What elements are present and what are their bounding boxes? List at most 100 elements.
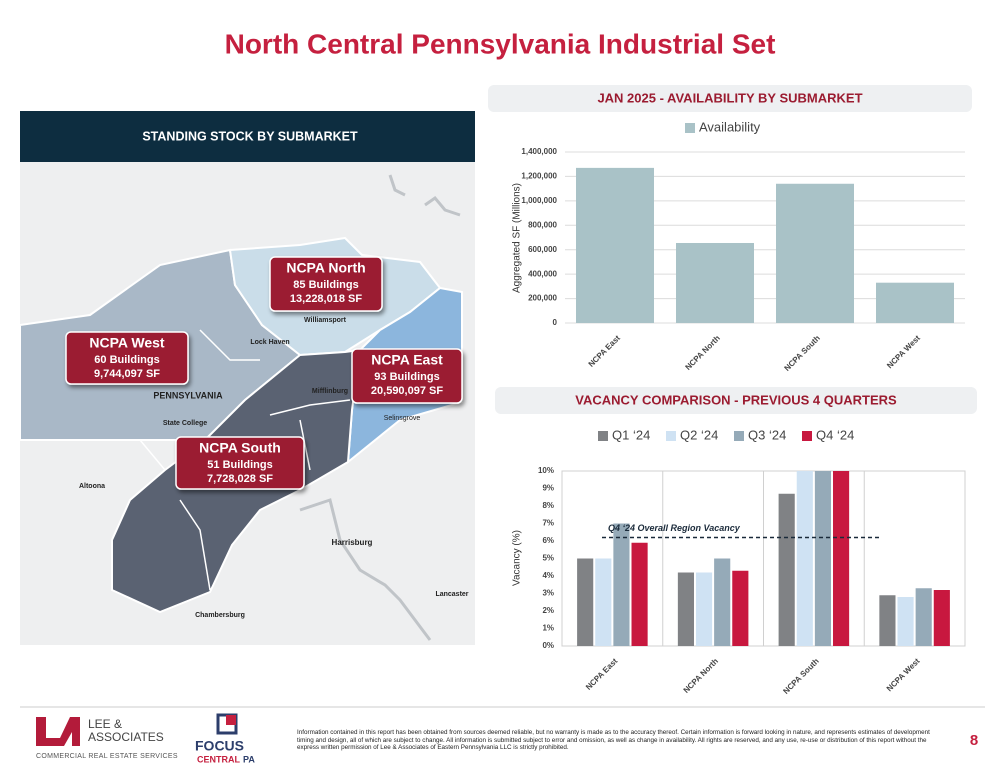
- bar: [595, 558, 612, 646]
- y-tick-label: 200,000: [528, 294, 557, 303]
- x-tick-label: NCPA West: [885, 333, 922, 370]
- place-label: Lock Haven: [250, 339, 289, 346]
- bar: [796, 471, 813, 646]
- chart-title-box: [495, 387, 977, 414]
- place-label: Altoona: [79, 483, 105, 490]
- y-tick-label: 1,200,000: [521, 172, 557, 181]
- bar: [677, 572, 694, 646]
- callout-box: [269, 256, 383, 312]
- bar: [814, 471, 832, 646]
- y-tick-label: 1%: [542, 624, 554, 633]
- focus-logo-mark: [226, 715, 236, 725]
- callout-box: [65, 331, 189, 385]
- x-tick-label: NCPA East: [584, 656, 620, 692]
- legend-label: Q2 ‘24: [680, 427, 718, 442]
- y-tick-label: 8%: [542, 501, 554, 510]
- y-tick-label: 3%: [542, 589, 554, 598]
- bar: [876, 282, 954, 323]
- river: [299, 174, 461, 641]
- logo-text: ASSOCIATES: [88, 730, 164, 744]
- reference-label: Q4 ‘24 Overall Region Vacancy: [608, 523, 741, 533]
- place-label: Mifflinburg: [312, 388, 348, 395]
- callout-buildings: 51 Buildings: [207, 459, 272, 471]
- place-label: Selinsgrove: [384, 415, 421, 422]
- bar: [776, 183, 854, 323]
- legend-label: Q1 ‘24: [612, 427, 650, 442]
- legend-swatch: [802, 431, 812, 441]
- place-label: Harrisburg: [332, 538, 373, 547]
- bar: [613, 523, 630, 646]
- legend-label: Q3 ‘24: [748, 427, 786, 442]
- callout-sf: 9,744,097 SF: [94, 368, 160, 380]
- place-label: Chambersburg: [195, 612, 245, 619]
- y-tick-label: 10%: [538, 466, 554, 475]
- logo-tagline: COMMERCIAL REAL ESTATE SERVICES: [36, 753, 178, 760]
- bar: [833, 471, 850, 646]
- x-tick-label: NCPA South: [781, 656, 820, 695]
- chart-title: JAN 2025 - AVAILABILITY BY SUBMARKET: [597, 90, 862, 105]
- y-tick-label: 600,000: [528, 245, 557, 254]
- page-number: 8: [970, 732, 978, 749]
- callout-name: NCPA South: [199, 440, 281, 456]
- bar: [631, 542, 648, 646]
- y-tick-label: 2%: [542, 606, 554, 615]
- legend-swatch: [734, 431, 744, 441]
- page-title: North Central Pennsylvania Industrial Se…: [225, 28, 776, 59]
- callout-sf: 7,728,028 SF: [207, 473, 273, 485]
- logo-text: PA: [243, 754, 255, 764]
- legend-swatch: [666, 431, 676, 441]
- logo-text: LEE &: [88, 717, 122, 731]
- place-label: State College: [163, 420, 207, 427]
- logo-text: CENTRAL: [197, 754, 240, 764]
- bar: [676, 242, 754, 323]
- map-title: STANDING STOCK BY SUBMARKET: [142, 129, 358, 143]
- x-tick-label: NCPA South: [783, 333, 822, 372]
- county-lines: [139, 329, 351, 591]
- x-tick-label: NCPA North: [683, 333, 721, 371]
- bar: [897, 597, 914, 646]
- bar: [695, 572, 713, 646]
- legend-label: Q4 ‘24: [816, 427, 854, 442]
- callout-name: NCPA East: [371, 352, 443, 368]
- place-label: Lancaster: [435, 591, 468, 598]
- y-tick-label: 0%: [542, 641, 554, 650]
- place-label: PENNSYLVANIA: [153, 390, 223, 400]
- callout-box: [175, 436, 305, 490]
- y-axis-label: Vacancy (%): [512, 530, 523, 586]
- chart-title-box: [488, 85, 972, 112]
- legend-label: Availability: [699, 119, 761, 134]
- callouts: NCPA North 85 Buildings 13,228,018 SF NCPA …: [65, 256, 463, 490]
- y-tick-label: 1,000,000: [521, 196, 557, 205]
- callout-sf: 13,228,018 SF: [290, 293, 362, 305]
- callout-buildings: 60 Buildings: [94, 354, 159, 366]
- y-tick-label: 5%: [542, 554, 554, 563]
- y-axis-label: Aggregated SF (Millions): [512, 183, 523, 293]
- bar: [576, 167, 654, 323]
- bar: [732, 570, 749, 646]
- bar: [577, 558, 594, 646]
- map-header: [20, 111, 475, 162]
- bar: [778, 493, 795, 646]
- y-tick-label: 4%: [542, 571, 554, 580]
- y-tick-label: 800,000: [528, 220, 557, 229]
- x-tick-label: NCPA North: [682, 656, 720, 694]
- legend-swatch: [598, 431, 608, 441]
- y-tick-label: 6%: [542, 536, 554, 545]
- x-tick-label: NCPA East: [587, 333, 623, 369]
- callout-sf: 20,590,097 SF: [371, 385, 443, 397]
- callout-buildings: 85 Buildings: [293, 279, 358, 291]
- callout-buildings: 93 Buildings: [374, 371, 439, 383]
- logo-text: FOCUS: [195, 738, 244, 754]
- bar: [915, 588, 932, 646]
- callout-box: [351, 348, 463, 404]
- callout-name: NCPA North: [286, 260, 365, 276]
- disclaimer: Information contained in this report has…: [297, 729, 930, 752]
- y-tick-label: 0: [553, 318, 558, 327]
- y-tick-label: 7%: [542, 519, 554, 528]
- x-tick-label: NCPA West: [885, 656, 922, 693]
- bar: [933, 590, 950, 646]
- place-label: Williamsport: [304, 317, 347, 324]
- y-tick-label: 9%: [542, 484, 554, 493]
